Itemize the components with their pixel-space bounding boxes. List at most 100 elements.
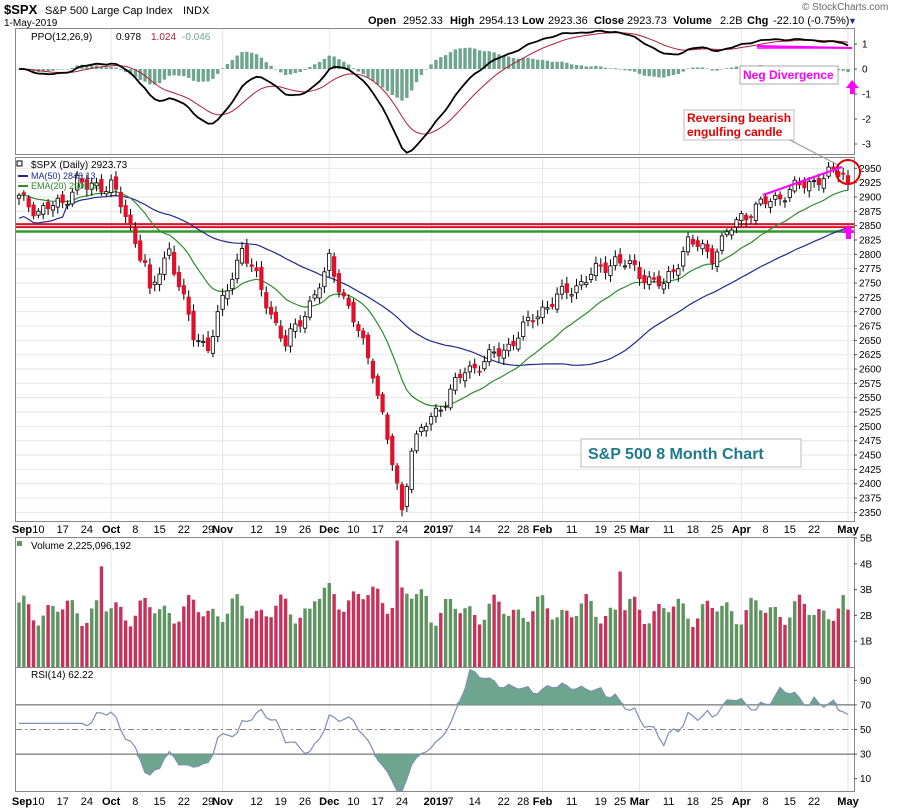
ppo-histogram-bar [317, 61, 322, 69]
ohlc-readout: Open 2952.33 High 2954.13 Low 2923.36 Cl… [368, 15, 857, 27]
ppo-tick-label: 1 [862, 40, 868, 51]
volume-bar-down [763, 612, 768, 667]
candle-up [94, 182, 99, 187]
ppo-histogram-bar [361, 69, 365, 75]
x-axis-label: 10 [32, 796, 44, 808]
ppo-histogram-bar [90, 65, 94, 69]
x-axis-label: 7 [447, 796, 453, 808]
volume-bar-down [128, 626, 133, 667]
ppo-histogram-bar [700, 67, 705, 69]
candle-up [438, 409, 443, 412]
candle-up [210, 336, 216, 354]
volume-bar-up [463, 608, 467, 667]
ppo-histogram-bar [186, 69, 191, 78]
candle-up [579, 281, 584, 286]
x-axis-label: 26 [299, 524, 311, 536]
volume-bar-down [60, 609, 65, 667]
candle-up [559, 285, 565, 295]
volume-bar-down [846, 609, 850, 667]
volume-bar-up [715, 611, 719, 667]
candle-down [550, 303, 555, 308]
ppo-histogram-bar [153, 69, 157, 85]
volume-bar-up [676, 598, 681, 667]
candle-down [336, 273, 342, 293]
volume-bar-down [691, 626, 695, 667]
volume-bar-up [70, 600, 75, 667]
ppo-histogram-bar [206, 69, 210, 82]
rsi-legend: RSI(14) 62.22 [31, 670, 94, 681]
candle-up [787, 189, 792, 198]
ppo-histogram-bar [715, 69, 719, 71]
volume-bar-up [448, 598, 453, 667]
volume-bar-up [167, 613, 171, 667]
candle-up [685, 236, 691, 253]
volume-bar-down [172, 623, 176, 667]
ppo-histogram-bar [647, 69, 651, 77]
volume-bar-down [473, 615, 477, 667]
svg-text:Close: Close [594, 15, 624, 27]
candle-up [317, 287, 322, 299]
volume-bar-down [657, 603, 661, 667]
x-axis-label: Dec [319, 524, 339, 536]
candle-down [244, 244, 249, 264]
volume-bar-down [274, 605, 278, 667]
volume-tick-label: 3B [860, 585, 873, 596]
volume-bar-up [734, 624, 739, 667]
candle-up [409, 450, 414, 490]
ppo-histogram-bar [696, 67, 700, 69]
ppo-histogram-bar [167, 69, 171, 76]
candle-down [99, 179, 104, 193]
volume-bar-down [831, 620, 836, 667]
volume-axis: 5B 4B 3B 2B 1B [854, 534, 873, 648]
ppo-histogram-bar [550, 61, 554, 69]
ppo-histogram-bar [196, 69, 201, 82]
ppo-histogram-bar [177, 69, 181, 76]
x-axis-label: 28 [517, 796, 529, 808]
volume-bar-up [434, 625, 438, 667]
volume-bar-down [80, 625, 84, 667]
candle-up [729, 229, 734, 236]
volume-bar-down [31, 620, 36, 667]
candle-down [390, 435, 395, 466]
ppo-histogram-bar [220, 68, 225, 69]
ppo-histogram-bar [114, 67, 118, 69]
ppo-histogram-bar [405, 69, 409, 98]
volume-bar-down [133, 615, 138, 667]
ppo-histogram-bar [710, 69, 714, 71]
candle-down [172, 251, 177, 275]
price-tick-label: 2400 [859, 479, 882, 490]
volume-bar-up [681, 603, 685, 667]
rsi-tick-label: 50 [860, 725, 872, 736]
volume-bar-down [531, 611, 535, 667]
price-tick-label: 2900 [859, 192, 882, 203]
candle-up [501, 349, 506, 359]
ppo-histogram-bar [603, 67, 608, 69]
volume-bar-down [599, 623, 603, 667]
volume-bar-down [123, 620, 128, 667]
volume-bar-up [109, 608, 113, 667]
volume-bar-up [308, 608, 312, 667]
ppo-histogram-bar [245, 51, 249, 69]
ppo-histogram-bar [230, 59, 235, 69]
ppo-histogram-bar [676, 69, 681, 75]
ppo-histogram-bar [128, 69, 133, 75]
ppo-histogram-bar [322, 58, 327, 69]
symbol-name: S&P 500 Large Cap Index [45, 5, 173, 17]
volume-bar-down [143, 597, 147, 667]
volume-bar-up [225, 613, 230, 667]
volume-bar-up [322, 587, 327, 667]
volume-bar-down [264, 616, 268, 667]
candle-down [133, 227, 138, 245]
candle-up [521, 321, 526, 338]
ppo-histogram-bar [41, 69, 45, 72]
candle-up [792, 179, 797, 192]
ppo-legend-value-3: -0.046 [182, 32, 211, 43]
volume-bar-down [371, 586, 375, 667]
x-axis-label: 12 [250, 524, 262, 536]
volume-bar-up [812, 615, 816, 667]
ppo-histogram-bar [235, 55, 239, 69]
candle-down [598, 264, 603, 267]
candle-down [26, 197, 31, 208]
volume-bar-up [749, 597, 753, 667]
volume-bar-up [211, 608, 215, 667]
